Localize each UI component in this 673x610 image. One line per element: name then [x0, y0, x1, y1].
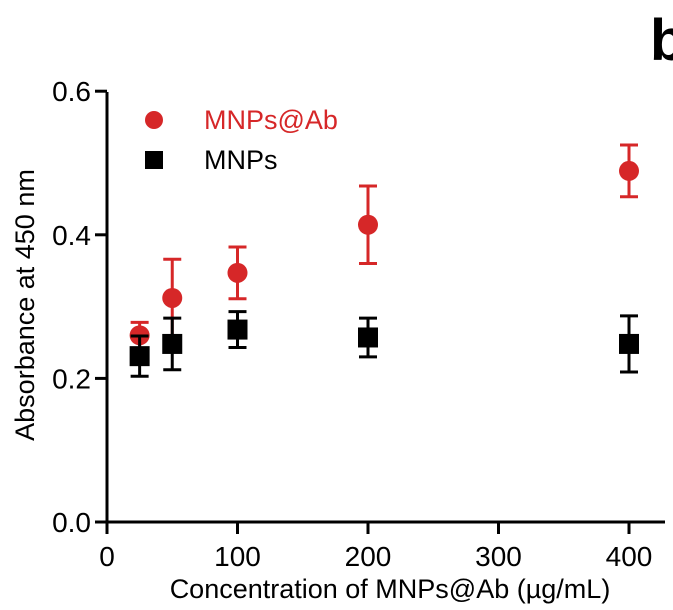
y-tick-label: 0.6	[52, 76, 91, 107]
x-ticks: 0 100 200 300 400	[99, 522, 652, 572]
legend-label: MNPs	[204, 145, 278, 175]
legend-marker	[145, 111, 163, 129]
x-tick-label: 200	[345, 541, 392, 572]
legend-label: MNPs@Ab	[204, 105, 338, 135]
x-tick-label: 300	[475, 541, 522, 572]
y-tick-label: 0.2	[52, 363, 91, 394]
y-ticks: 0.0 0.2 0.4 0.6	[52, 76, 107, 538]
data-point	[162, 287, 183, 308]
data-point	[227, 319, 248, 340]
panel-label: b	[650, 8, 673, 73]
data-point	[162, 333, 183, 354]
x-axis-title: Concentration of MNPs@Ab (µg/mL)	[170, 574, 611, 604]
axes	[105, 92, 665, 524]
series-mnps-ab	[129, 143, 639, 350]
legend-marker	[145, 151, 163, 169]
data-point	[619, 160, 639, 181]
series-mnps	[129, 310, 639, 378]
x-tick-label: 100	[214, 541, 261, 572]
y-axis-title: Absorbance at 450 nm	[10, 169, 40, 441]
data-point	[619, 333, 639, 354]
x-tick-label: 0	[99, 541, 115, 572]
x-tick-label: 400	[606, 541, 653, 572]
data-point	[129, 346, 150, 367]
legend: MNPs@Ab MNPs	[145, 105, 338, 175]
data-point	[358, 214, 378, 235]
y-tick-label: 0.0	[52, 507, 91, 538]
data-point	[358, 327, 378, 348]
data-point	[227, 262, 248, 283]
y-tick-label: 0.4	[52, 220, 91, 251]
series-layer	[129, 143, 639, 378]
